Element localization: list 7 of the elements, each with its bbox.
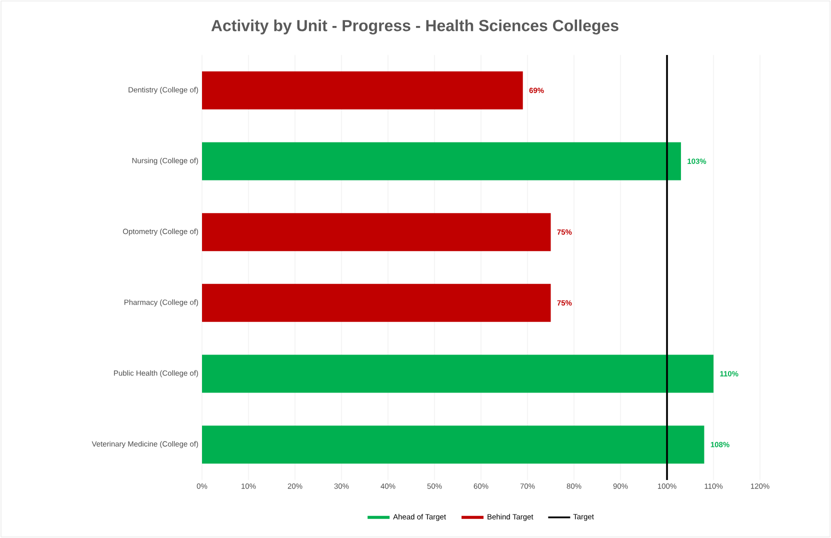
bar	[202, 142, 681, 180]
chart-title: Activity by Unit - Progress - Health Sciences Colleges	[211, 19, 618, 34]
bar	[202, 354, 714, 393]
bar	[202, 71, 523, 110]
bar	[202, 213, 551, 252]
bar	[202, 426, 704, 464]
bar	[202, 284, 551, 322]
